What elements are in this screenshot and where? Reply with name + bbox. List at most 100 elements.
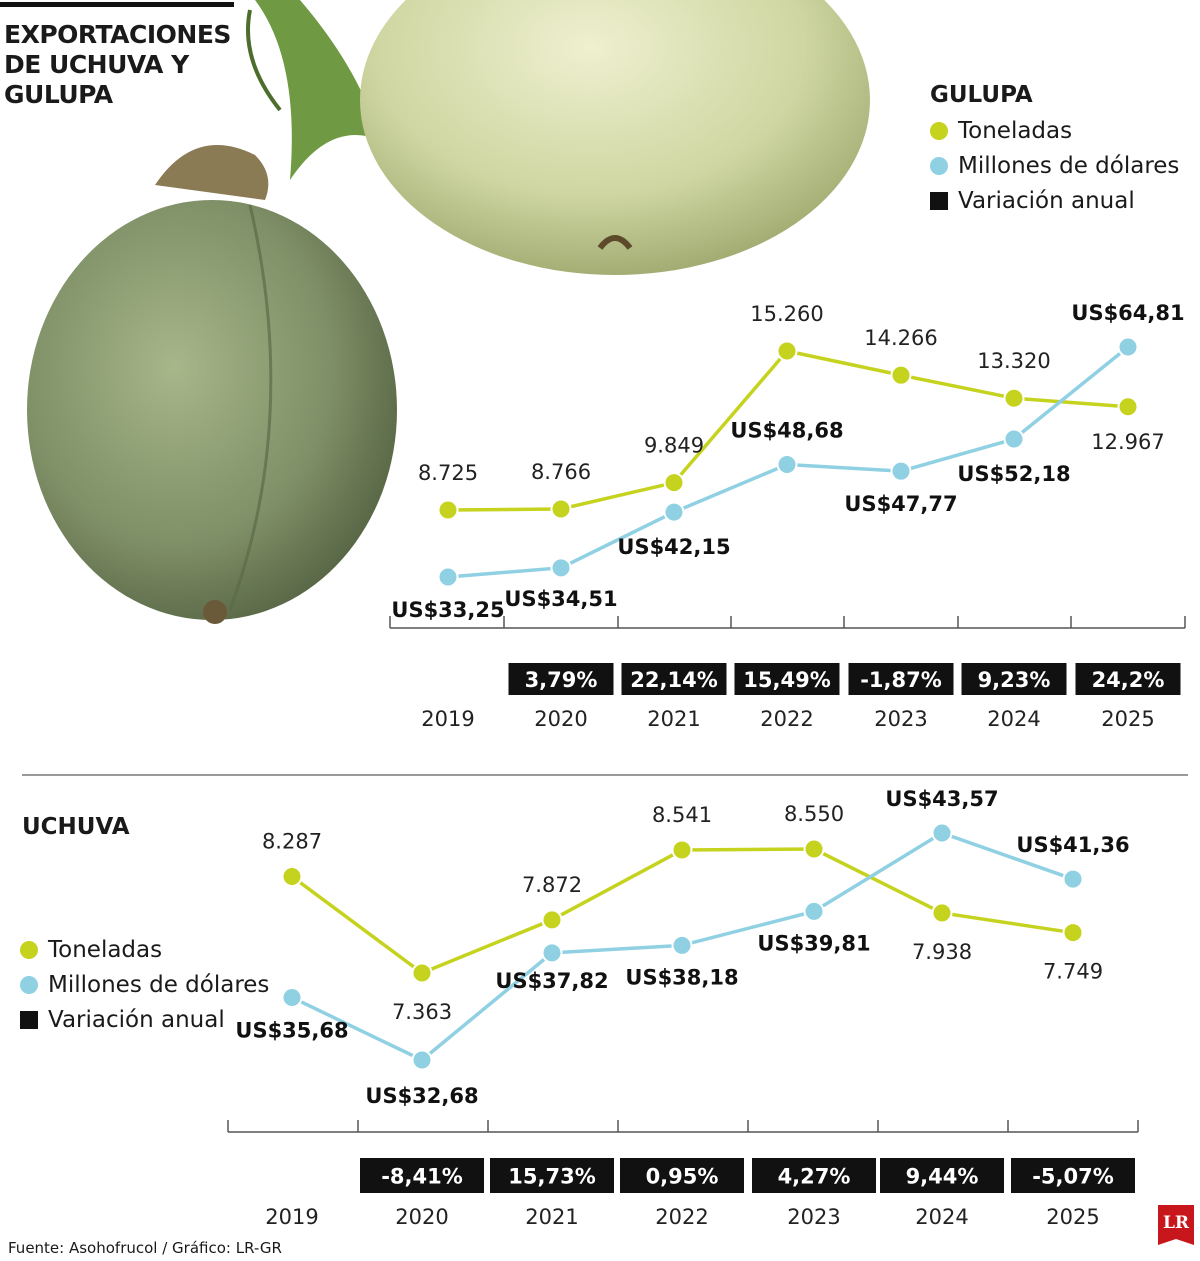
legend-variacion: Variación anual	[930, 184, 1179, 219]
variacion-box	[752, 1158, 876, 1193]
dolares-point	[931, 822, 953, 844]
dolares-data-label: US$48,68	[730, 419, 843, 443]
toneladas-data-label: 7.363	[392, 1000, 452, 1024]
legend-toneladas: Toneladas	[930, 114, 1179, 149]
toneladas-point	[281, 865, 303, 887]
legend-dolares: Millones de dólares	[20, 968, 269, 1003]
toneladas-point	[437, 499, 459, 521]
toneladas-point	[411, 962, 433, 984]
toneladas-data-label: 8.766	[531, 460, 591, 484]
variacion-box	[734, 663, 840, 695]
toneladas-data-label: 8.541	[652, 803, 712, 827]
dolares-swatch-icon	[20, 976, 38, 994]
uchuva-fruit	[27, 145, 397, 624]
dolares-point	[890, 460, 912, 482]
toneladas-data-label: 12.967	[1091, 430, 1164, 454]
dolares-data-label: US$64,81	[1071, 301, 1184, 325]
variacion-label: 0,95%	[646, 1165, 719, 1189]
page-title: EXPORTACIONES DE UCHUVA Y GULUPA	[4, 20, 231, 109]
variacion-swatch-icon	[930, 192, 948, 210]
dolares-point	[1003, 428, 1025, 450]
toneladas-data-label: 7.938	[912, 940, 972, 964]
toneladas-data-label: 14.266	[864, 326, 937, 350]
gulupa-title: GULUPA	[930, 82, 1033, 108]
x-tick-label: 2022	[655, 1205, 708, 1229]
x-tick-label: 2024	[987, 707, 1040, 731]
legend-dolares-label: Millones de dólares	[958, 153, 1180, 179]
dolares-data-label: US$42,15	[617, 535, 730, 559]
dolares-point	[411, 1049, 433, 1071]
dolares-point	[550, 557, 572, 579]
variacion-box	[1011, 1158, 1135, 1193]
x-tick-label: 2022	[760, 707, 813, 731]
gulupa-chart: 8.725 8.766 9.849 15.260 14.266 13.320 12.967 U…	[389, 301, 1186, 731]
dolares-point	[663, 501, 685, 523]
legend-toneladas-label: Toneladas	[958, 118, 1073, 144]
toneladas-swatch-icon	[20, 941, 38, 959]
toneladas-point	[1062, 922, 1084, 944]
variacion-label: -5,07%	[1032, 1165, 1114, 1189]
x-tick-label: 2021	[647, 707, 700, 731]
x-tick-label: 2020	[395, 1205, 448, 1229]
lr-logo: LR	[1158, 1205, 1194, 1245]
dolares-data-label: US$39,81	[757, 931, 870, 955]
source-note: Fuente: Asohofrucol / Gráfico: LR-GR	[8, 1239, 282, 1257]
variacion-label: -1,87%	[860, 668, 942, 692]
toneladas-data-label: 9.849	[644, 434, 704, 458]
dolares-point	[1117, 336, 1139, 358]
toneladas-point	[890, 364, 912, 386]
legend-dolares: Millones de dólares	[930, 149, 1179, 184]
variacion-box	[1075, 663, 1181, 695]
variacion-box	[961, 663, 1067, 695]
dolares-data-label: US$33,25	[391, 598, 504, 622]
section-divider	[22, 774, 1188, 776]
dolares-point	[776, 454, 798, 476]
dolares-point	[1062, 868, 1084, 890]
dolares-data-label: US$32,68	[365, 1084, 478, 1108]
variacion-label: -8,41%	[381, 1165, 463, 1189]
x-tick-label: 2023	[874, 707, 927, 731]
toneladas-point	[1003, 387, 1025, 409]
legend-variacion: Variación anual	[20, 1003, 269, 1038]
dolares-data-label: US$43,57	[885, 787, 998, 811]
x-tick-label: 2019	[421, 707, 474, 731]
dolares-point	[671, 934, 693, 956]
dolares-swatch-icon	[930, 157, 948, 175]
dolares-data-label: US$47,77	[844, 492, 957, 516]
leaf-illustration	[246, 0, 380, 180]
toneladas-point	[550, 498, 572, 520]
variacion-box	[490, 1158, 614, 1193]
toneladas-data-label: 8.550	[784, 802, 844, 826]
toneladas-data-label: 13.320	[977, 349, 1050, 373]
toneladas-data-label: 7.872	[522, 873, 582, 897]
toneladas-data-label: 7.749	[1043, 960, 1103, 984]
variacion-swatch-icon	[20, 1011, 38, 1029]
dolares-point	[281, 986, 303, 1008]
dolares-point	[437, 566, 459, 588]
dolares-data-label: US$34,51	[504, 587, 617, 611]
toneladas-point	[671, 839, 693, 861]
dolares-data-label: US$37,82	[495, 969, 608, 993]
variacion-label: 3,79%	[525, 668, 598, 692]
uchuva-legend: Toneladas Millones de dólares Variación …	[20, 933, 269, 1038]
toneladas-point	[776, 340, 798, 362]
dolares-point	[541, 942, 563, 964]
x-tick-label: 2023	[787, 1205, 840, 1229]
variacion-label: 9,44%	[906, 1165, 979, 1189]
x-tick-label: 2024	[915, 1205, 968, 1229]
variacion-box	[508, 663, 614, 695]
toneladas-point	[931, 902, 953, 924]
variacion-box	[848, 663, 954, 695]
dolares-data-label: US$41,36	[1016, 833, 1129, 857]
x-tick-label: 2025	[1101, 707, 1154, 731]
x-tick-label: 2019	[265, 1205, 318, 1229]
legend-toneladas: Toneladas	[20, 933, 269, 968]
toneladas-data-label: 15.260	[750, 302, 823, 326]
legend-variacion-label: Variación anual	[48, 1007, 225, 1033]
gulupa-fruit-top	[360, 0, 870, 275]
variacion-label: 22,14%	[630, 668, 717, 692]
dolares-data-label: US$38,18	[625, 965, 738, 989]
title-rule	[0, 2, 234, 7]
variacion-label: 15,73%	[508, 1165, 595, 1189]
x-tick-label: 2021	[525, 1205, 578, 1229]
